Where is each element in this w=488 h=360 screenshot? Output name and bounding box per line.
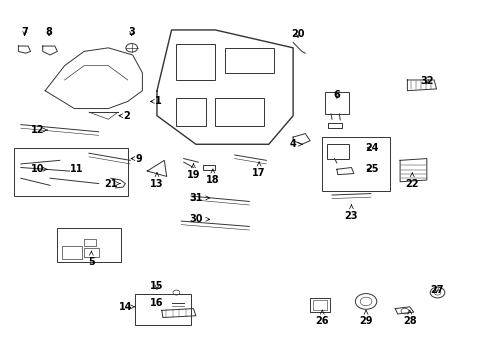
Text: 15: 15 — [150, 281, 163, 291]
Text: 26: 26 — [315, 310, 328, 326]
Text: 23: 23 — [344, 205, 358, 221]
Bar — [57, 228, 120, 262]
Text: 24: 24 — [365, 143, 378, 153]
Text: 29: 29 — [359, 310, 372, 326]
Text: 20: 20 — [291, 29, 304, 39]
Text: 1: 1 — [150, 96, 162, 107]
Bar — [176, 44, 215, 80]
Text: 5: 5 — [88, 251, 95, 267]
Bar — [176, 98, 205, 126]
Bar — [203, 165, 215, 170]
Text: 21: 21 — [104, 179, 120, 189]
Text: 8: 8 — [45, 27, 52, 37]
Text: 19: 19 — [186, 164, 200, 180]
Text: 17: 17 — [252, 162, 265, 178]
Bar — [324, 93, 348, 114]
Bar — [322, 137, 389, 191]
Text: 14: 14 — [119, 302, 135, 312]
Bar — [309, 298, 329, 312]
Text: 3: 3 — [128, 27, 135, 37]
Bar — [84, 239, 96, 246]
Text: 28: 28 — [402, 310, 416, 326]
Text: 10: 10 — [31, 164, 47, 174]
Text: 2: 2 — [119, 111, 130, 121]
Text: 22: 22 — [405, 173, 418, 189]
Bar — [135, 294, 191, 325]
Bar — [312, 300, 326, 310]
Text: 13: 13 — [150, 173, 163, 189]
Text: 4: 4 — [289, 139, 302, 149]
Bar — [215, 98, 264, 126]
Bar — [14, 148, 127, 196]
Bar — [326, 144, 348, 158]
Text: 12: 12 — [31, 125, 47, 135]
Text: 16: 16 — [150, 298, 163, 308]
Text: 32: 32 — [419, 76, 433, 86]
Text: 7: 7 — [21, 27, 28, 37]
Bar — [62, 246, 81, 258]
Text: 11: 11 — [70, 164, 83, 174]
Text: 25: 25 — [365, 164, 378, 174]
Bar — [84, 248, 99, 257]
Text: 18: 18 — [205, 169, 219, 185]
Text: 31: 31 — [189, 193, 209, 203]
Text: 27: 27 — [429, 285, 443, 295]
Text: 6: 6 — [333, 90, 340, 100]
Text: 9: 9 — [131, 154, 142, 163]
Bar — [224, 48, 273, 73]
Text: 30: 30 — [189, 214, 209, 224]
